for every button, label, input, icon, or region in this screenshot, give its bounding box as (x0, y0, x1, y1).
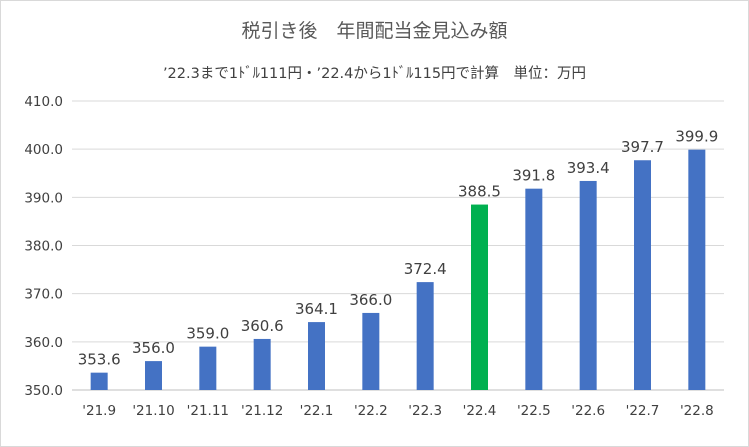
bar (362, 312, 380, 390)
bar (199, 346, 217, 390)
y-tick-label: 400.0 (24, 142, 63, 158)
x-tick-label: '22.2 (354, 403, 388, 419)
bar (471, 204, 488, 390)
data-label: 393.4 (567, 159, 610, 177)
x-tick-label: '22.3 (408, 403, 442, 419)
y-tick-label: 410.0 (24, 94, 63, 110)
data-label: 397.7 (621, 138, 664, 156)
data-label: 391.8 (512, 167, 555, 185)
x-tick-label: '22.1 (300, 403, 334, 419)
x-tick-label: '22.8 (680, 403, 714, 419)
data-label: 359.0 (186, 325, 229, 343)
gridlines (72, 100, 724, 391)
bar (308, 322, 325, 390)
bar (634, 160, 651, 390)
chart-title: 税引き後 年間配当金見込み額 (241, 20, 508, 42)
data-label: 372.4 (404, 260, 447, 278)
bar (90, 372, 108, 390)
data-labels: 353.6 356.0 359.0 360.6 364.1 366.0 372.4 388.5… (78, 128, 719, 369)
bar (688, 149, 706, 390)
data-label: 399.9 (675, 128, 718, 146)
y-tick-label: 380.0 (24, 239, 63, 255)
bars (90, 149, 706, 390)
y-tick-label: 350.0 (24, 383, 63, 399)
data-label: 356.0 (132, 339, 175, 357)
bar (253, 338, 271, 390)
x-tick-label: '21.11 (187, 403, 229, 419)
x-tick-label: '21.9 (82, 403, 116, 419)
data-label: 388.5 (458, 183, 501, 201)
x-axis: '21.9 '21.10 '21.11 '21.12 '22.1 '22.2 '22.3 '2… (82, 403, 713, 419)
x-tick-label: '22.5 (517, 403, 551, 419)
data-label: 366.0 (349, 291, 392, 309)
data-label: 364.1 (295, 300, 338, 318)
x-tick-label: '21.12 (241, 403, 283, 419)
bar (525, 188, 543, 390)
data-label: 353.6 (78, 351, 121, 369)
bar (416, 282, 434, 390)
x-tick-label: '22.6 (571, 403, 605, 419)
y-axis: 350.0 360.0 370.0 380.0 390.0 400.0 410.0 (24, 94, 63, 399)
chart-subtitle: ’22.3まで1ﾄﾞﾙ111円・’22.4から1ﾄﾞﾙ115円で計算 単位：万円 (162, 66, 587, 82)
y-tick-label: 370.0 (24, 287, 63, 303)
bar (579, 180, 597, 390)
y-tick-label: 360.0 (24, 335, 63, 351)
data-label: 360.6 (241, 317, 284, 335)
y-tick-label: 390.0 (24, 190, 63, 206)
bar (145, 361, 162, 390)
x-tick-label: '22.7 (626, 403, 660, 419)
x-tick-label: '21.10 (132, 403, 174, 419)
x-tick-label: '22.4 (463, 403, 497, 419)
